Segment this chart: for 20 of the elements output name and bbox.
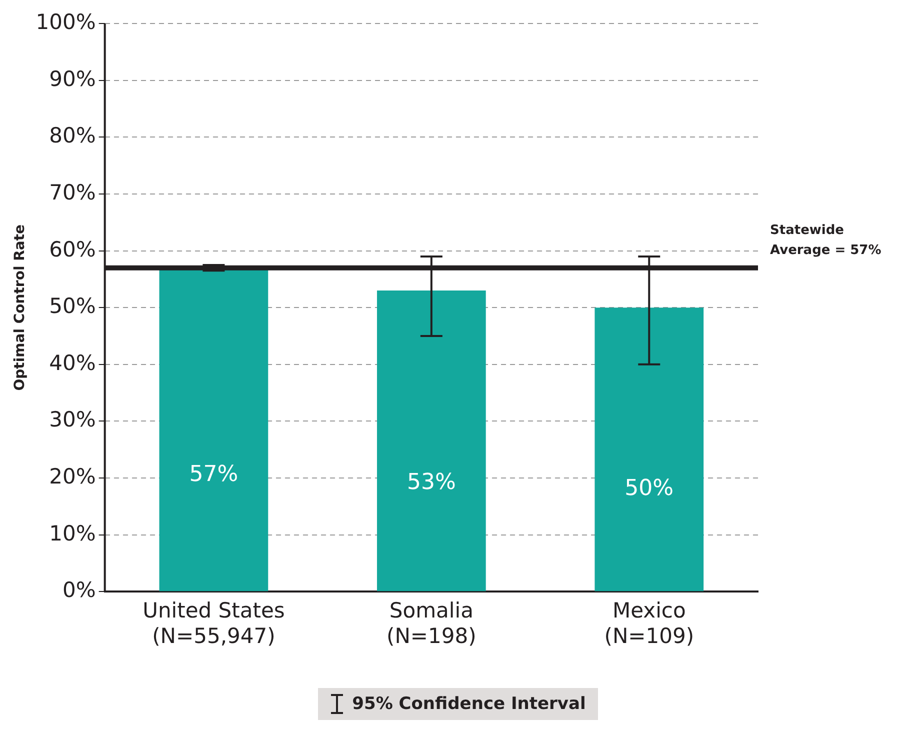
text: 95% Confidence Interval [352,694,586,714]
y-tick-label: 40% [49,350,96,375]
ref-line-label: Statewide Average = 57% [770,222,882,258]
y-axis-title: Optimal Control Rate [12,224,28,391]
y-tick-label: 60% [49,237,96,262]
x-tick-label: Mexico (N=109) [604,598,694,648]
y-tick-label: 20% [49,464,96,488]
x-tick-label: United States (N=55,947) [142,598,285,648]
y-tick-label: 70% [49,180,96,204]
x-tick-label: Somalia (N=198) [386,598,476,648]
y-tick-label: 80% [49,124,96,148]
data-label: 53% [406,470,456,495]
data-label: 50% [624,476,674,502]
y-tick-label: 90% [49,66,96,91]
data-label: 57% [189,462,238,487]
y-tick-label: 30% [49,408,96,432]
y-tick-label: 50% [49,294,96,318]
y-tick-label: 0% [62,578,96,602]
y-tick-label: 10% [49,521,96,546]
y-tick-label: 100% [36,10,96,34]
